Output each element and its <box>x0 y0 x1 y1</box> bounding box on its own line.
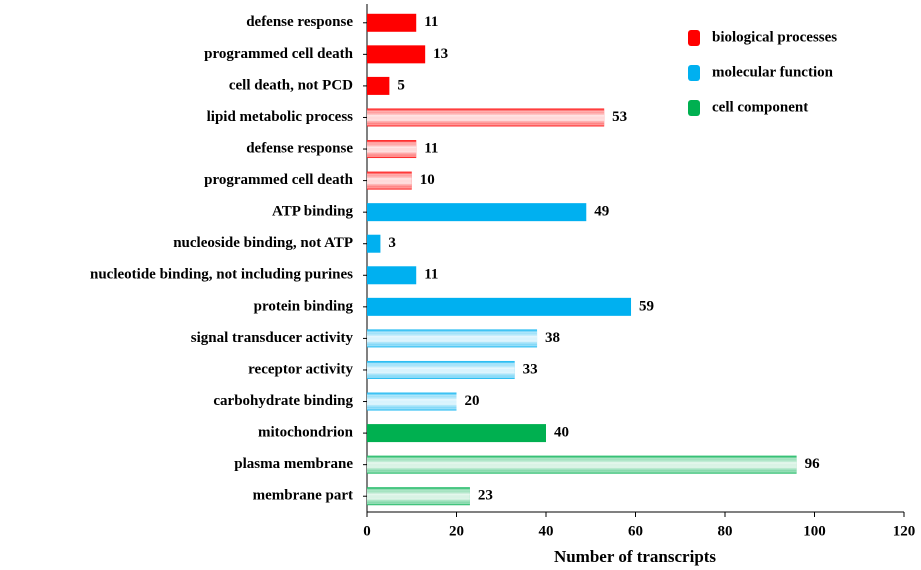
bar <box>367 76 390 95</box>
bar-sheen <box>367 360 515 379</box>
data-label: 3 <box>388 235 396 251</box>
bar <box>367 424 546 443</box>
bar <box>367 203 587 222</box>
bar <box>367 297 632 316</box>
x-tick-label: 80 <box>718 523 733 539</box>
data-label: 5 <box>397 77 405 93</box>
y-tick-label: receptor activity <box>248 361 353 377</box>
y-tick-label: cell death, not PCD <box>229 77 353 93</box>
legend-label: cell component <box>712 99 808 115</box>
data-label: 10 <box>420 172 435 188</box>
y-tick-label: signal transducer activity <box>191 330 354 346</box>
y-tick-label: mitochondrion <box>258 425 354 441</box>
bar <box>367 45 426 64</box>
x-tick-label: 0 <box>363 523 371 539</box>
x-tick-label: 20 <box>449 523 464 539</box>
y-tick-label: protein binding <box>254 298 354 314</box>
y-tick-label: programmed cell death <box>204 172 354 188</box>
y-tick-label: plasma membrane <box>234 456 353 472</box>
bar-sheen <box>367 140 417 159</box>
x-tick-label: 120 <box>893 523 916 539</box>
y-tick-label: membrane part <box>253 488 353 504</box>
legend-swatch <box>688 30 700 46</box>
bar-sheen <box>367 171 412 190</box>
legend-swatch <box>688 65 700 81</box>
data-label: 11 <box>424 14 438 30</box>
y-tick-label: nucleotide binding, not including purine… <box>90 267 353 283</box>
data-label: 11 <box>424 140 438 156</box>
bar-sheen <box>367 392 457 411</box>
y-tick-label: defense response <box>246 14 353 30</box>
bar <box>367 13 417 32</box>
data-label: 20 <box>465 393 480 409</box>
y-tick-label: defense response <box>246 140 353 156</box>
legend-swatch <box>688 100 700 116</box>
data-label: 49 <box>594 204 609 220</box>
y-tick-label: programmed cell death <box>204 46 354 62</box>
x-tick-label: 100 <box>803 523 826 539</box>
bar-sheen <box>367 329 538 348</box>
data-label: 38 <box>545 330 560 346</box>
data-label: 53 <box>612 109 627 125</box>
legend-label: biological processes <box>712 29 837 45</box>
y-tick-label: carbohydrate binding <box>213 393 353 409</box>
y-tick-label: ATP binding <box>272 204 354 220</box>
data-label: 23 <box>478 488 493 504</box>
bar <box>367 266 417 285</box>
data-label: 59 <box>639 298 654 314</box>
legend-label: molecular function <box>712 64 834 80</box>
bar-sheen <box>367 487 470 506</box>
data-label: 11 <box>424 267 438 283</box>
bar <box>367 234 381 253</box>
y-tick-label: lipid metabolic process <box>207 109 354 125</box>
data-label: 96 <box>805 456 821 472</box>
bar-sheen <box>367 108 605 127</box>
x-axis-label: Number of transcripts <box>554 547 716 566</box>
x-tick-label: 40 <box>539 523 554 539</box>
x-tick-label: 60 <box>628 523 643 539</box>
y-tick-label: nucleoside binding, not ATP <box>173 235 353 251</box>
data-label: 13 <box>433 46 448 62</box>
data-label: 40 <box>554 425 569 441</box>
data-label: 33 <box>523 361 538 377</box>
bar-sheen <box>367 455 797 474</box>
